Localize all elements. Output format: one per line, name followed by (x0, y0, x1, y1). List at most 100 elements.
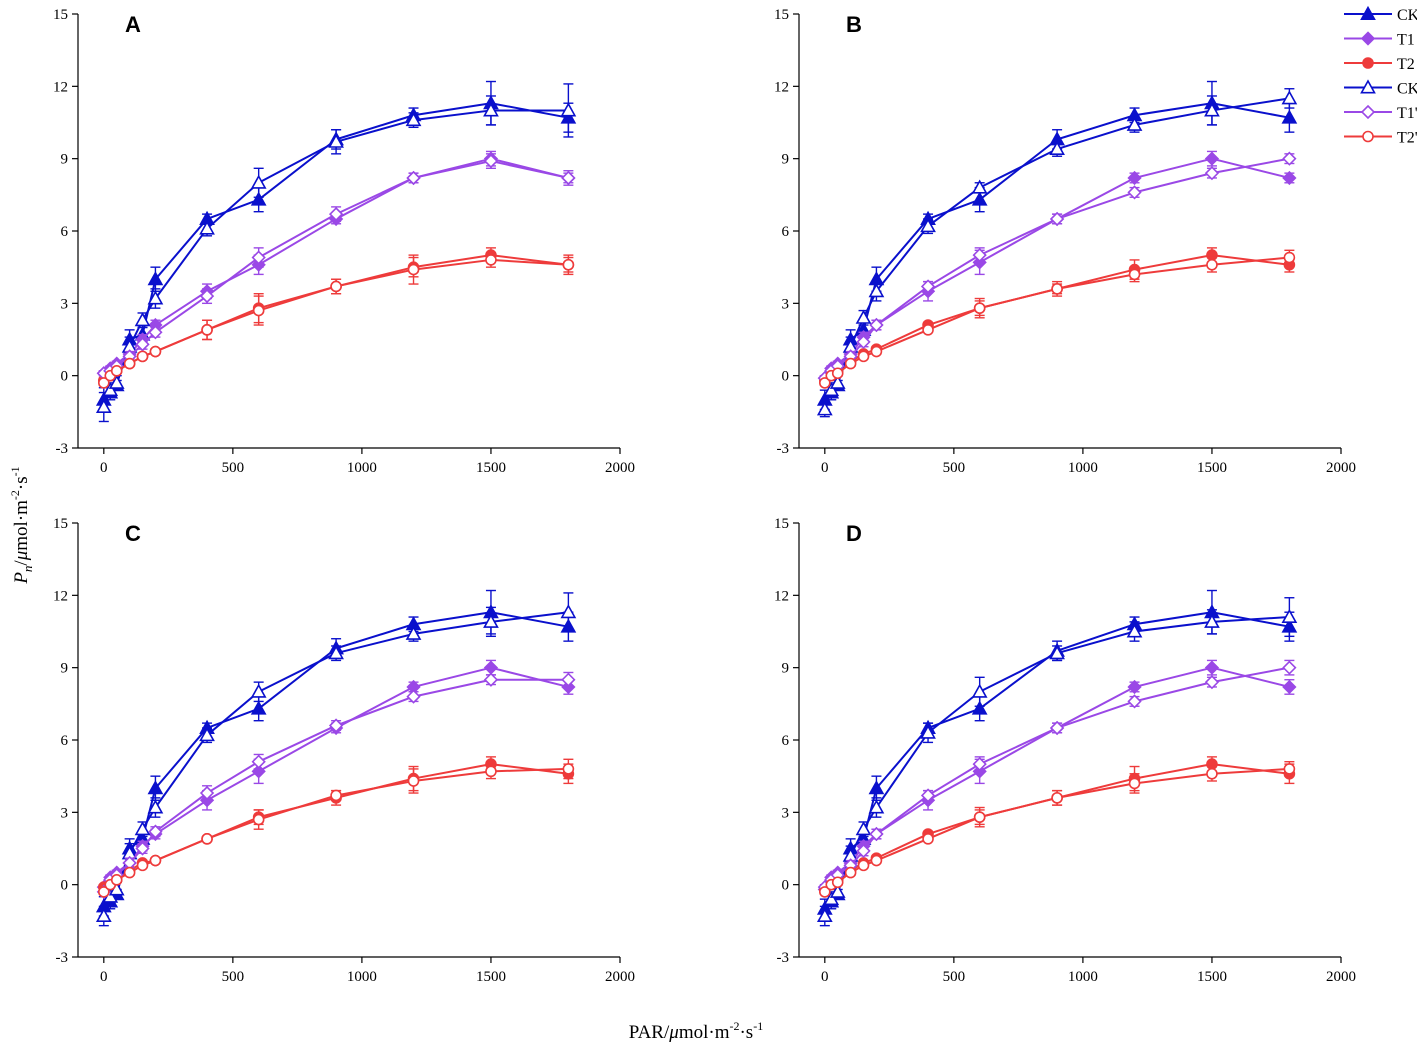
data-point (199, 220, 215, 235)
y-tick-label: 3 (61, 296, 69, 312)
data-point (147, 290, 164, 305)
data-point (816, 907, 833, 923)
y-tick-label: 3 (61, 805, 69, 821)
data-point (1128, 777, 1141, 790)
series-line (103, 767, 569, 893)
legend-entry-CK: CK (1344, 5, 1417, 24)
data-point (971, 191, 988, 206)
data-point (1051, 283, 1063, 295)
y-axis-title: Pn/μmol·m-2·s-1 (8, 466, 35, 584)
data-point (110, 874, 123, 886)
series-CK (95, 589, 577, 917)
y-tick-label: 3 (782, 805, 790, 821)
data-point (868, 799, 885, 814)
y-tick-label: 12 (774, 79, 789, 95)
data-point (831, 876, 844, 889)
data-point (1051, 792, 1063, 804)
legend-marker (1360, 5, 1376, 21)
data-point (1204, 675, 1220, 690)
data-point (1281, 90, 1298, 105)
legend-entry-T1: T1 (1344, 31, 1415, 49)
x-tick-label: 1000 (347, 969, 377, 985)
data-point (868, 780, 885, 795)
data-point (406, 170, 421, 186)
data-point (1127, 185, 1142, 200)
series-line (102, 666, 569, 888)
data-point (328, 133, 344, 148)
legend-marker (1360, 79, 1376, 94)
data-point (1282, 170, 1297, 186)
legend-marker (1360, 31, 1376, 46)
data-point (485, 765, 497, 778)
data-point (1049, 211, 1065, 227)
panel-B: -3 0 3 6 9 12 15 0 500 1000 1500 2000 B (774, 7, 1356, 476)
series-T1p (817, 659, 1297, 895)
data-point (856, 334, 871, 350)
data-point (1204, 613, 1220, 628)
data-point (251, 250, 266, 265)
panel-label: D (846, 521, 862, 546)
data-point (135, 337, 150, 352)
data-point (1282, 660, 1297, 675)
series-line (103, 258, 569, 384)
panel-D: -3 0 3 6 9 12 15 0 500 1000 1500 2000 D (774, 516, 1356, 985)
y-tick-label: 0 (782, 878, 790, 894)
legend-entry-T1p: T1' (1344, 104, 1417, 122)
data-point (251, 754, 266, 769)
data-point (252, 813, 265, 826)
data-point (857, 859, 870, 872)
data-point (920, 724, 936, 739)
data-point (250, 174, 267, 189)
data-point (855, 309, 872, 324)
series-CKp (95, 592, 577, 927)
data-point (869, 826, 884, 842)
data-point (1127, 679, 1142, 695)
y-tick-label: 0 (61, 369, 69, 385)
data-point (98, 886, 110, 898)
data-point (1206, 258, 1218, 271)
data-point (330, 789, 342, 802)
data-point (1049, 645, 1065, 660)
data-point (972, 756, 987, 772)
data-point (920, 279, 936, 294)
data-point (1281, 608, 1298, 624)
series-T1 (817, 659, 1297, 897)
data-point (483, 153, 499, 169)
y-tick-label: 6 (61, 733, 69, 749)
data-point (1204, 660, 1220, 675)
data-point (134, 312, 151, 327)
x-tick-label: 1000 (347, 460, 377, 476)
y-tick-label: 6 (61, 224, 69, 240)
series-T1 (96, 659, 576, 895)
data-point (870, 854, 883, 867)
data-point (483, 613, 499, 628)
legend-marker (1360, 104, 1376, 120)
series-CKp (95, 83, 577, 423)
data-point (1128, 268, 1141, 281)
data-point (199, 785, 215, 801)
legend-label: T1 (1397, 32, 1415, 49)
data-point (829, 374, 846, 389)
x-tick-label: 500 (943, 969, 966, 985)
panel-A: -3 0 3 6 9 12 15 0 500 1000 1500 2000 A (53, 7, 635, 476)
data-point (1049, 140, 1065, 156)
y-tick-label: -3 (56, 950, 69, 966)
data-point (102, 381, 119, 397)
series-line (824, 256, 1290, 384)
data-point (147, 780, 164, 795)
data-point (149, 854, 162, 867)
y-tick-label: 15 (774, 516, 789, 532)
series-T1p (96, 671, 576, 900)
data-point (147, 271, 164, 286)
data-point (1127, 694, 1142, 709)
panel-label: C (125, 521, 141, 546)
data-point (330, 280, 342, 293)
y-tick-label: 3 (782, 296, 790, 312)
data-point (1204, 166, 1220, 181)
data-point (844, 357, 857, 370)
data-point (922, 324, 934, 336)
data-point (123, 866, 136, 879)
x-tick-label: 2000 (605, 969, 635, 985)
data-point (561, 672, 576, 687)
data-point (829, 883, 846, 898)
